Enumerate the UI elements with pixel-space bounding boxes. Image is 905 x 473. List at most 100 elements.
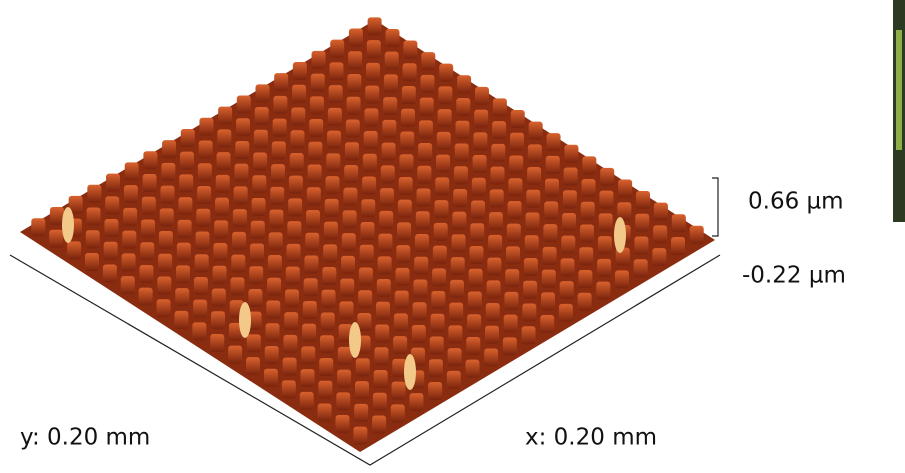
pillar (177, 243, 191, 261)
pillar (291, 107, 305, 125)
pillar (344, 165, 358, 183)
pillar (124, 185, 138, 203)
pillar (157, 277, 171, 295)
pillar (49, 230, 63, 248)
pillar (264, 369, 278, 387)
pillar (340, 279, 354, 297)
pillar (311, 74, 325, 92)
pillar (529, 122, 543, 140)
pillar (234, 164, 248, 182)
pillar (329, 85, 343, 103)
z-bracket (712, 178, 718, 236)
pillar (490, 189, 504, 207)
pillar (470, 223, 484, 241)
pillar (301, 369, 315, 387)
pillar (419, 120, 433, 138)
peak (349, 322, 361, 358)
pillar (266, 323, 280, 341)
pillar (139, 288, 153, 306)
pillar (31, 218, 45, 236)
pillar (268, 255, 282, 273)
pillar (364, 131, 378, 149)
pillar (269, 210, 283, 228)
pillar (403, 41, 417, 59)
pillar (86, 230, 100, 248)
pillar (417, 189, 431, 207)
pillar (323, 244, 337, 262)
pillar (307, 187, 321, 205)
pillar (618, 179, 632, 197)
pillar (319, 358, 333, 376)
pillar (272, 141, 286, 159)
pillar (353, 427, 367, 445)
pillar (487, 280, 501, 298)
pillar (343, 210, 357, 228)
pillar (431, 314, 445, 332)
pillar (400, 131, 414, 149)
pillar (292, 85, 306, 103)
pillar (322, 290, 336, 308)
pillar (469, 246, 483, 264)
pillar (506, 246, 520, 264)
pillar (582, 156, 596, 174)
pillar (306, 210, 320, 228)
pillar (430, 337, 444, 355)
pillar (392, 382, 406, 400)
pillar (293, 62, 307, 80)
pillar (282, 380, 296, 398)
pillar (522, 303, 536, 321)
pillar (195, 254, 209, 272)
pillar (435, 177, 449, 195)
pillar (546, 156, 560, 174)
pillar (270, 187, 284, 205)
pillar (362, 177, 376, 195)
pillar (383, 97, 397, 115)
pillar (347, 97, 361, 115)
pillar (690, 226, 704, 244)
pillar (580, 225, 594, 243)
pillar (474, 110, 488, 128)
pillar (162, 140, 176, 158)
pillar (634, 237, 648, 255)
pillar (421, 52, 435, 70)
pillar (374, 347, 388, 365)
pillar (85, 253, 99, 271)
pillar (671, 237, 685, 255)
pillar (385, 52, 399, 70)
pillar (416, 211, 430, 229)
pillar (346, 119, 360, 137)
pillar (598, 236, 612, 254)
pillar (337, 370, 351, 388)
pillar (384, 74, 398, 92)
pillar (397, 222, 411, 240)
pillar (290, 153, 304, 171)
pillar (213, 243, 227, 261)
pillar (142, 197, 156, 215)
pillar (414, 257, 428, 275)
pillar (380, 188, 394, 206)
pillar (541, 292, 555, 310)
pillar (178, 197, 192, 215)
y-axis-label: y: 0.20 mm (20, 425, 150, 451)
pillar (216, 175, 230, 193)
pillar (196, 209, 210, 227)
pillar (413, 279, 427, 297)
pillar (367, 40, 381, 58)
pillar (361, 222, 375, 240)
pillar (105, 196, 119, 214)
pillar (563, 190, 577, 208)
pillar (487, 258, 501, 276)
pillar (365, 86, 379, 104)
pillar (283, 358, 297, 376)
pillar (249, 266, 263, 284)
pillar (358, 290, 372, 308)
pillar (489, 212, 503, 230)
pillar (122, 231, 136, 249)
pillar (194, 277, 208, 295)
pillar (415, 234, 429, 252)
pillar (273, 96, 287, 114)
pillar (253, 153, 267, 171)
pillar (527, 167, 541, 185)
pillar (491, 144, 505, 162)
pillar (597, 259, 611, 277)
